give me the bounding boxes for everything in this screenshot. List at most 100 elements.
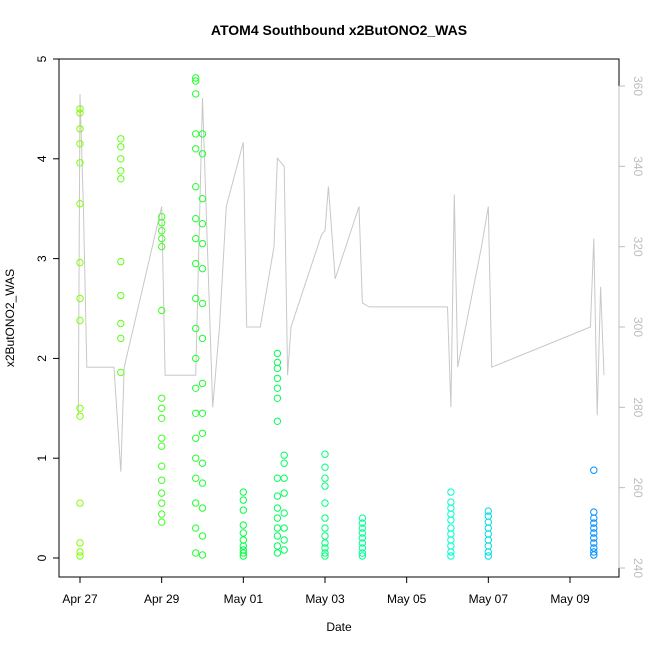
- data-point: [158, 434, 166, 442]
- data-point: [158, 510, 166, 518]
- data-point: [192, 294, 200, 303]
- data-point: [158, 476, 166, 484]
- data-point: [192, 77, 200, 85]
- data-point: [117, 319, 125, 328]
- data-point: [76, 316, 84, 325]
- data-point: [192, 183, 200, 191]
- data-point: [158, 219, 166, 227]
- data-point: [358, 524, 367, 532]
- left-tick-label: 2: [35, 355, 49, 362]
- data-point: [117, 257, 125, 266]
- data-point: [192, 74, 200, 82]
- data-point: [484, 518, 492, 526]
- data-point: [447, 536, 455, 544]
- data-point: [117, 155, 125, 163]
- data-point: [358, 529, 367, 537]
- data-point: [280, 524, 288, 532]
- data-point: [273, 349, 282, 358]
- data-point: [273, 394, 282, 402]
- x-axis-label: Date: [326, 620, 352, 634]
- data-point: [192, 524, 200, 532]
- data-point: [447, 504, 455, 512]
- data-point: [192, 90, 200, 98]
- data-point: [158, 306, 166, 315]
- data-point: [117, 291, 125, 300]
- data-point: [198, 551, 207, 559]
- data-point: [447, 552, 455, 560]
- data-point: [117, 135, 125, 143]
- data-point: [321, 532, 329, 540]
- data-point: [158, 518, 166, 526]
- right-tick-label: 240: [631, 558, 645, 578]
- data-point: [273, 532, 282, 540]
- data-point: [158, 394, 166, 402]
- right-tick-label: 360: [631, 76, 645, 96]
- bottom-tick-label: May 03: [305, 592, 345, 606]
- data-markers: [76, 74, 598, 560]
- data-point: [280, 509, 288, 517]
- data-point: [321, 482, 329, 490]
- data-point: [321, 474, 329, 482]
- data-point: [198, 429, 207, 437]
- data-point: [76, 499, 84, 507]
- data-point: [321, 463, 329, 471]
- right-axis: 240 260 280 300 320 340 360: [618, 76, 645, 578]
- data-point: [76, 258, 84, 267]
- data-point: [273, 364, 282, 373]
- data-point: [192, 549, 200, 557]
- data-point: [321, 539, 329, 547]
- data-point: [198, 150, 207, 158]
- data-point: [321, 499, 329, 507]
- data-point: [590, 544, 598, 552]
- data-point: [358, 539, 367, 547]
- data-point: [280, 451, 288, 459]
- bottom-tick-label: May 01: [224, 592, 264, 606]
- data-point: [239, 496, 248, 504]
- data-point: [198, 532, 207, 540]
- data-point: [273, 474, 282, 482]
- data-point: [280, 459, 288, 467]
- data-point: [484, 548, 492, 556]
- left-tick-label: 0: [35, 554, 49, 561]
- data-point: [192, 499, 200, 507]
- data-point: [358, 544, 367, 552]
- data-point: [158, 227, 166, 235]
- data-point: [447, 498, 455, 506]
- data-point: [447, 510, 455, 518]
- data-point: [239, 506, 248, 514]
- left-tick-label: 5: [35, 55, 49, 62]
- data-point: [198, 195, 207, 203]
- data-point: [273, 492, 282, 500]
- data-point: [117, 334, 125, 343]
- data-point: [192, 215, 200, 223]
- data-point: [590, 508, 598, 516]
- data-point: [198, 334, 207, 343]
- bottom-tick-label: May 05: [387, 592, 427, 606]
- data-point: [192, 434, 200, 442]
- data-point: [198, 504, 207, 512]
- data-point: [117, 143, 125, 151]
- data-point: [239, 542, 248, 550]
- plot-area-border: [58, 58, 620, 578]
- data-point: [590, 534, 598, 542]
- data-point: [76, 294, 84, 303]
- data-point: [273, 358, 282, 367]
- data-point: [447, 542, 455, 550]
- data-point: [192, 259, 200, 268]
- data-point: [192, 234, 200, 243]
- data-point: [158, 499, 166, 507]
- data-point: [192, 324, 200, 333]
- data-point: [484, 552, 492, 560]
- data-point: [447, 488, 455, 496]
- data-point: [273, 374, 282, 383]
- data-point: [198, 130, 207, 138]
- data-point: [76, 200, 84, 208]
- data-point: [280, 489, 288, 497]
- data-point: [358, 519, 367, 527]
- data-point: [358, 552, 367, 560]
- data-point: [358, 514, 367, 522]
- data-point: [192, 145, 200, 153]
- data-point: [358, 549, 367, 557]
- data-point: [239, 521, 248, 529]
